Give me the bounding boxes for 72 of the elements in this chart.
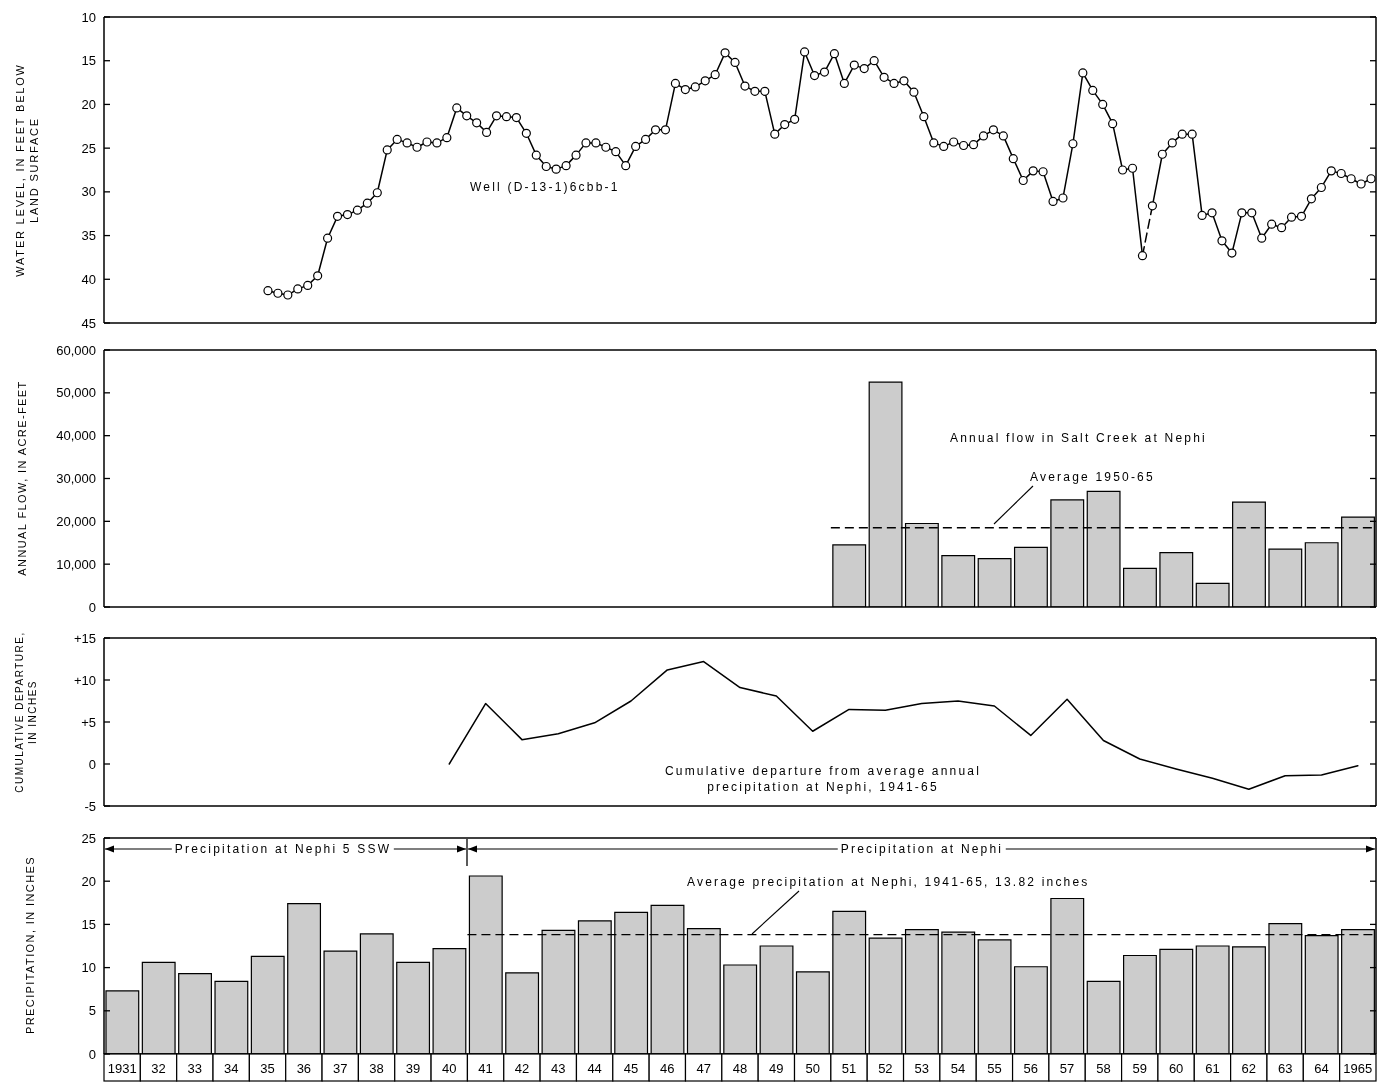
x-tick-label: 40 [442, 1061, 457, 1076]
y-axis-title: PRECIPITATION, IN INCHES [23, 855, 36, 1035]
y-tick-label: 30,000 [56, 471, 96, 487]
x-tick-label: 44 [587, 1061, 602, 1076]
x-tick-label: 32 [151, 1061, 166, 1076]
y-tick-label: 0 [88, 599, 96, 615]
y-tick-label: 10,000 [56, 556, 96, 572]
annotation: Precipitation at Nephi 5 SSW [171, 842, 395, 856]
x-tick-label: 61 [1205, 1061, 1220, 1076]
y-tick-label: 0 [88, 756, 96, 772]
x-tick-label: 1965 [1343, 1061, 1373, 1076]
x-tick-label: 38 [369, 1061, 384, 1076]
y-tick-label: 25 [81, 140, 96, 156]
x-tick-label: 45 [623, 1061, 639, 1076]
x-tick-label: 51 [841, 1061, 857, 1076]
x-tick-label: 1931 [107, 1061, 137, 1076]
x-tick-label: 36 [296, 1061, 312, 1076]
x-tick-label: 35 [260, 1061, 275, 1076]
y-tick-label: 0 [88, 1046, 96, 1062]
y-tick-label: 5 [88, 1003, 96, 1019]
x-tick-label: 55 [987, 1061, 1002, 1076]
y-tick-label: 40,000 [56, 428, 96, 444]
x-tick-label: 64 [1314, 1061, 1329, 1076]
y-tick-label: 50,000 [56, 385, 96, 401]
x-tick-label: 48 [732, 1061, 748, 1076]
y-tick-label: -5 [84, 798, 96, 814]
x-tick-label: 50 [805, 1061, 820, 1076]
y-tick-label: 40 [81, 271, 96, 287]
x-tick-label: 60 [1168, 1061, 1184, 1076]
annotation: Precipitation at Nephi [837, 842, 1007, 856]
x-tick-label: 57 [1059, 1061, 1075, 1076]
y-tick-label: 10 [81, 960, 96, 976]
y-axis-title: WATER LEVEL, IN FEET BELOW LAND SURFACE [13, 63, 40, 277]
y-tick-label: 15 [81, 53, 96, 69]
x-tick-label: 62 [1241, 1061, 1257, 1076]
x-tick-label: 42 [514, 1061, 530, 1076]
x-tick-label: 33 [187, 1061, 203, 1076]
ref-line-label: Average precipitation at Nephi, 1941-65, 13.82 inches [687, 875, 1090, 889]
x-tick-label: 41 [478, 1061, 493, 1076]
y-axis-title: CUMULATIVE DEPARTURE, IN INCHES [14, 631, 38, 793]
x-tick-label: 46 [660, 1061, 675, 1076]
x-tick-label: 56 [1023, 1061, 1038, 1076]
x-tick-label: 53 [914, 1061, 929, 1076]
y-tick-label: 20 [81, 873, 96, 889]
y-tick-label: 45 [81, 315, 96, 331]
y-tick-label: +15 [73, 630, 96, 646]
x-tick-label: 49 [769, 1061, 784, 1076]
y-tick-label: 60,000 [56, 342, 96, 358]
annotation: Well (D-13-1)6cbb-1 [470, 180, 620, 194]
x-tick-label: 37 [332, 1061, 348, 1076]
y-tick-label: +10 [73, 672, 96, 688]
annotation: Cumulative departure from average annual precipitation at Nephi, 1941-65 [664, 764, 982, 794]
y-tick-label: 25 [81, 830, 96, 846]
x-tick-label: 52 [878, 1061, 893, 1076]
x-tick-label: 63 [1277, 1061, 1293, 1076]
x-tick-label: 34 [223, 1061, 239, 1076]
y-tick-label: 20 [81, 96, 96, 112]
y-tick-label: 10 [81, 9, 96, 25]
x-tick-label: 39 [405, 1061, 421, 1076]
x-tick-label: 43 [551, 1061, 566, 1076]
y-tick-label: +5 [81, 714, 96, 730]
y-tick-label: 30 [81, 184, 96, 200]
y-axis-title: ANNUAL FLOW, IN ACRE-FEET [15, 380, 28, 576]
x-tick-label: 59 [1132, 1061, 1148, 1076]
y-tick-label: 15 [81, 916, 96, 932]
x-tick-label: 47 [696, 1061, 711, 1076]
ref-line-label: Average 1950-65 [1030, 470, 1155, 484]
y-tick-label: 35 [81, 228, 96, 244]
y-tick-label: 20,000 [56, 513, 96, 529]
x-tick-label: 58 [1096, 1061, 1111, 1076]
x-tick-label: 54 [950, 1061, 966, 1076]
annotation: Annual flow in Salt Creek at Nephi [950, 431, 1207, 445]
